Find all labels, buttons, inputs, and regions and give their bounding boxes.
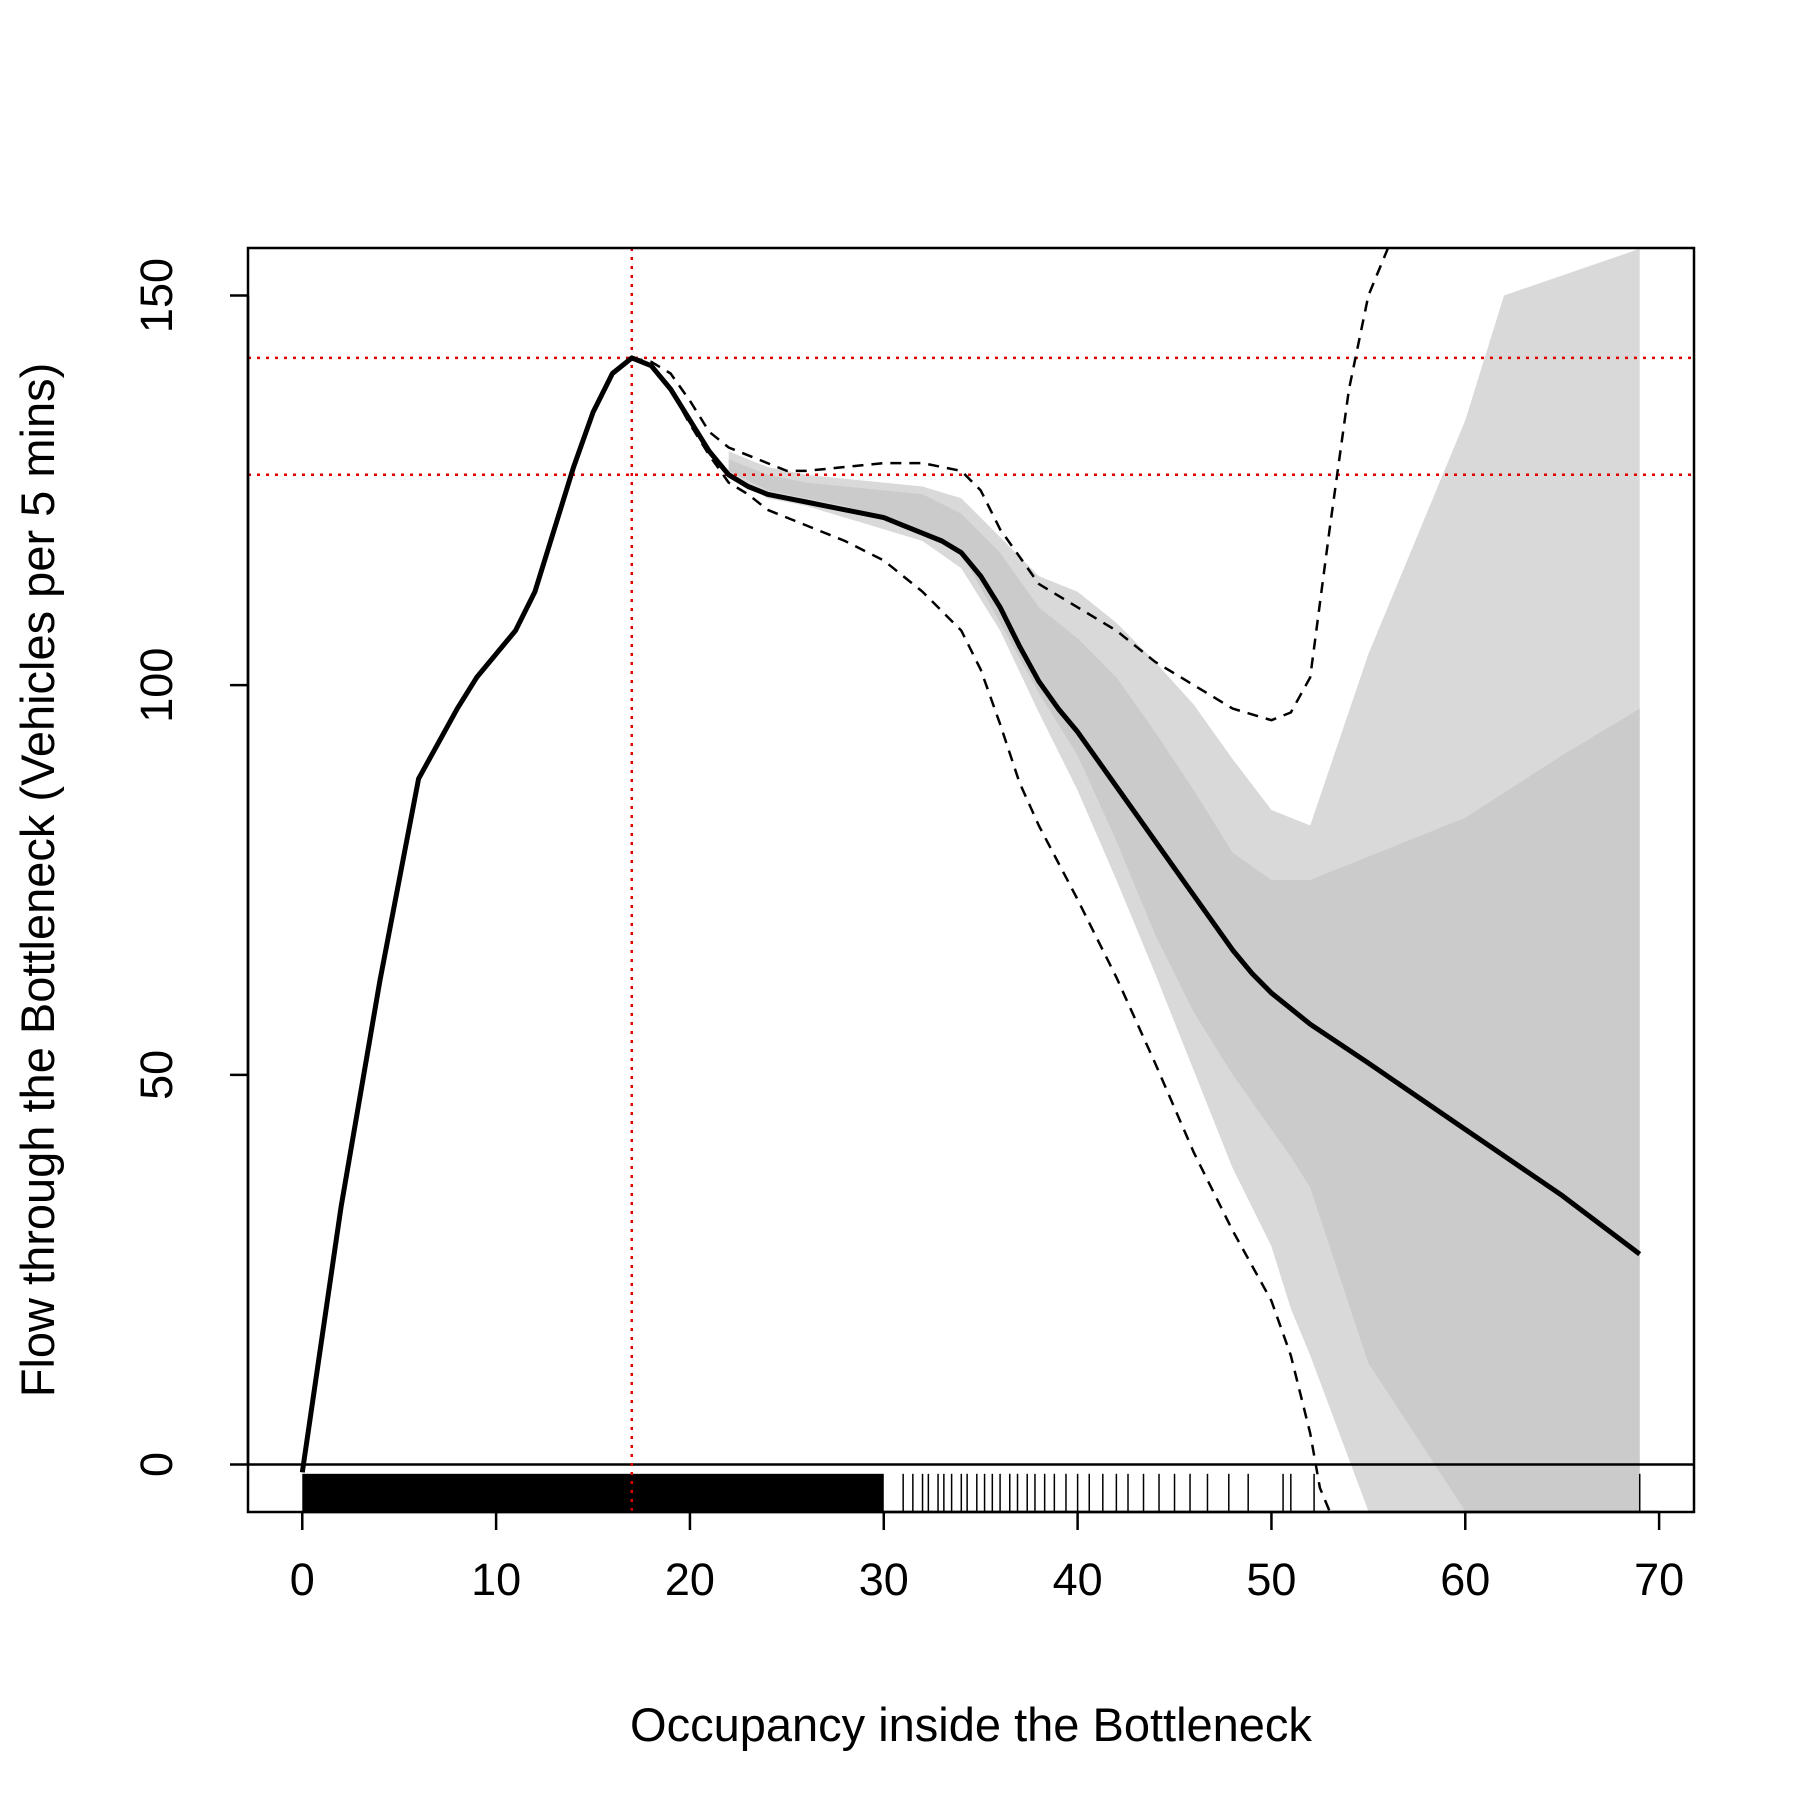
fit-line [299, 355, 1642, 1473]
reference-lines [248, 248, 1694, 1512]
rug-marks [302, 1473, 1641, 1512]
x-tick-label: 60 [1440, 1554, 1490, 1605]
x-tick-label: 70 [1634, 1554, 1684, 1605]
series-lines [299, 248, 1642, 1512]
x-tick-label: 50 [1246, 1554, 1296, 1605]
x-tick-label: 40 [1053, 1554, 1103, 1605]
rug-dense-block [302, 1473, 884, 1512]
upper-dashed-line [631, 248, 1389, 722]
axes: 0 10 20 30 40 50 60 70 0 50 100 150 [131, 258, 1684, 1605]
lower-dashed-line [631, 356, 1331, 1512]
x-tick-label: 30 [859, 1554, 909, 1605]
y-tick-label: 100 [131, 648, 182, 723]
x-tick-label: 20 [665, 1554, 715, 1605]
inner-band [728, 459, 1640, 1512]
y-tick-label: 50 [131, 1050, 182, 1100]
x-axis-title: Occupancy inside the Bottleneck [630, 1698, 1312, 1751]
y-axis-title: Flow through the Bottleneck (Vehicles pe… [11, 363, 64, 1398]
x-tick-label: 10 [471, 1554, 521, 1605]
y-tick-label: 150 [131, 258, 182, 333]
y-tick-label: 0 [131, 1452, 182, 1477]
x-tick-label: 0 [290, 1554, 315, 1605]
